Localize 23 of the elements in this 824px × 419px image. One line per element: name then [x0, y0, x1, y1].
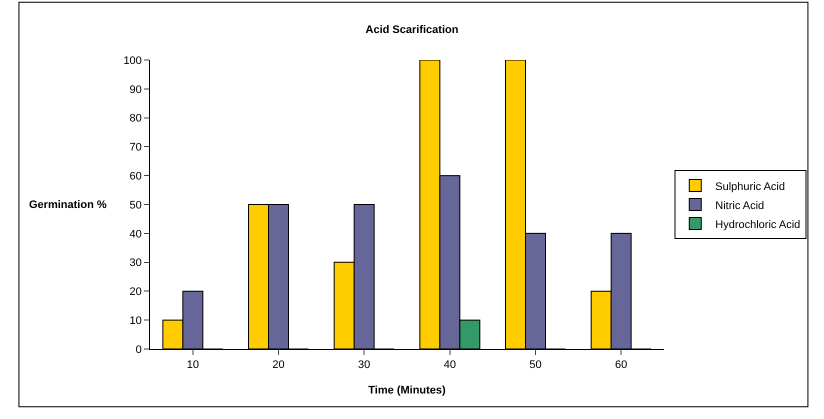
y-tick-label: 40: [130, 228, 142, 240]
legend-label: Hydrochloric Acid: [715, 218, 800, 231]
x-tick-label: 40: [444, 359, 456, 372]
y-tick-label: 100: [123, 54, 142, 67]
y-axis-title: Germination %: [29, 199, 107, 211]
legend-label: Sulphuric Acid: [715, 180, 785, 193]
x-tick-label: 10: [186, 359, 199, 372]
x-tick-label: 60: [615, 359, 628, 372]
y-tick-label: 80: [130, 112, 142, 125]
y-tick-label: 30: [130, 257, 142, 270]
y-tick-label: 50: [130, 199, 142, 212]
x-tick-label: 30: [358, 359, 370, 372]
y-tick-label: 0: [136, 344, 142, 356]
x-axis-title: Time (Minutes): [368, 384, 446, 396]
y-tick-label: 90: [130, 84, 142, 96]
y-tick-label: 60: [130, 170, 142, 182]
x-tick-label: 50: [529, 359, 542, 372]
chart-title: Acid Scarification: [366, 24, 459, 36]
y-tick-label: 70: [130, 142, 142, 154]
y-tick-label: 20: [130, 286, 142, 298]
legend-label: Nitric Acid: [715, 200, 764, 212]
y-tick-label: 10: [130, 314, 142, 327]
x-tick-label: 20: [272, 359, 285, 372]
